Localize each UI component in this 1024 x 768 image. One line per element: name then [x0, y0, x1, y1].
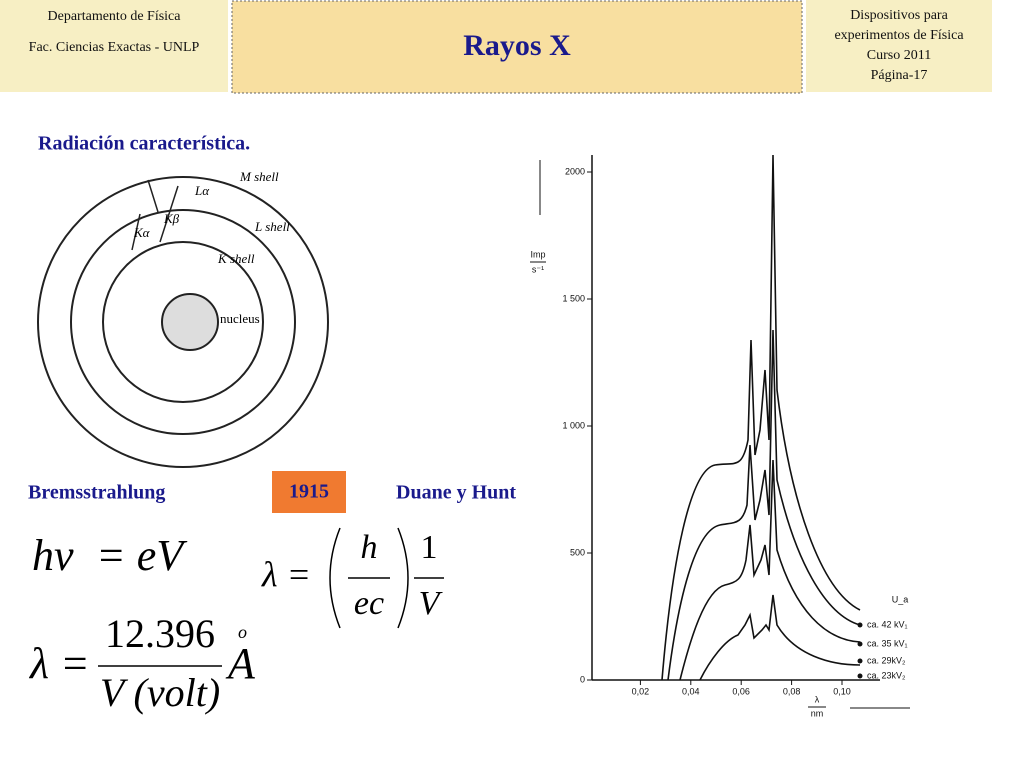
legend-dot: [857, 641, 863, 647]
formula: λ =: [28, 639, 90, 688]
formula: ec: [354, 585, 384, 622]
x-tick-label: 0,02: [632, 686, 650, 696]
legend-label: ca. 42 kV₁: [867, 619, 908, 629]
spectrum-curve: [699, 594, 861, 681]
legend-label: ca. 35 kV₁: [867, 638, 908, 648]
y-tick-label: 0: [580, 674, 585, 684]
header-text: Página-17: [871, 68, 928, 83]
k-shell: [102, 241, 264, 403]
nucleus: [161, 293, 219, 351]
spectrum-curve: [679, 459, 861, 681]
legend-label: ca. 23kV₂: [867, 670, 906, 680]
formula: = eV: [96, 531, 188, 580]
shell-label: K shell: [217, 251, 255, 266]
x-tick-label: 0,06: [732, 686, 750, 696]
shell-label: M shell: [239, 169, 279, 184]
legend-dot: [857, 658, 863, 664]
transition-arrows: [131, 179, 179, 251]
y-tick-label: 2000: [565, 166, 585, 176]
header-text: Departamento de Física: [48, 9, 182, 24]
spectrum-curves: [661, 154, 861, 681]
x-tick-label: 0,10: [833, 686, 851, 696]
legend-dot: [857, 622, 863, 628]
section-title: Radiación característica.: [38, 133, 250, 155]
formula: V: [419, 585, 444, 622]
legend-dot: [857, 673, 863, 679]
x-axis-label: λ: [815, 694, 820, 704]
formula: hν: [32, 531, 74, 580]
header-text: Fac. Ciencias Exactas - UNLP: [29, 40, 200, 55]
spectrum-chart: 0 500 1 000 1 500 2000 0,02 0,04 0,06 0,08 0,10 Im…: [530, 154, 910, 718]
y-tick-label: 1 000: [562, 420, 585, 430]
y-tick-label: 500: [570, 547, 585, 557]
formula: h: [361, 529, 378, 566]
formula: V (volt): [100, 670, 220, 715]
slide-title: Rayos X: [463, 29, 571, 62]
y-axis-label: Imp: [530, 249, 545, 259]
formula: 12.396: [105, 611, 215, 656]
parentheses: [329, 527, 409, 629]
header-left-box: [0, 0, 228, 92]
formula: 1: [421, 529, 438, 566]
header-title-box: [231, 0, 803, 94]
legend-label: ca. 29kV₂: [867, 655, 906, 665]
spectrum-curve: [661, 154, 861, 681]
l-shell: [70, 209, 296, 435]
label: Bremsstrahlung: [28, 482, 165, 504]
x-tick-label: 0,04: [682, 686, 700, 696]
y-tick-label: 1 500: [562, 293, 585, 303]
x-tick-label: 0,08: [783, 686, 801, 696]
formula: o: [238, 622, 247, 642]
atom-diagram: [37, 176, 329, 468]
transition-label: Kβ: [163, 211, 180, 226]
spectrum-curve: [667, 329, 861, 681]
header-text: experimentos de Física: [834, 28, 964, 43]
x-axis-label: nm: [811, 708, 824, 718]
header-text: Curso 2011: [867, 48, 931, 63]
label: Duane y Hunt: [396, 482, 516, 504]
header-text: Dispositivos para: [850, 8, 948, 23]
transition-label: Kα: [133, 225, 151, 240]
transition-label: Lα: [194, 183, 210, 198]
shell-label: L shell: [254, 219, 290, 234]
year-box: [272, 471, 346, 513]
formula: A: [225, 639, 256, 688]
nucleus-label: nucleus: [220, 311, 260, 326]
header-right-box: [806, 0, 992, 92]
y-axis-label: s⁻¹: [532, 264, 544, 274]
m-shell: [37, 176, 329, 468]
legend-title: U_a: [892, 594, 909, 604]
year: 1915: [289, 481, 329, 503]
formula: λ =: [261, 554, 311, 594]
